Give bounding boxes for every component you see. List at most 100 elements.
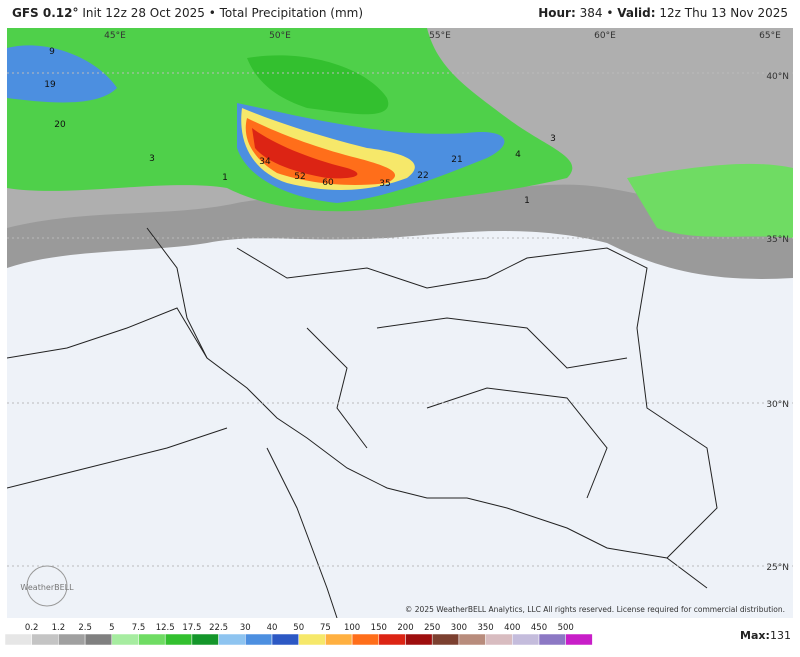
- colorbar-label: 250: [424, 623, 440, 633]
- colorbar-label: 30: [240, 623, 251, 633]
- logo-mark: [26, 565, 68, 607]
- colorbar-cell: [31, 633, 59, 646]
- grid-label: 60°E: [594, 31, 616, 41]
- grid-label: 50°E: [269, 31, 291, 41]
- colorbar-label: 12.5: [156, 623, 175, 633]
- value-label: 1: [222, 173, 228, 183]
- grid-label: 45°E: [104, 31, 126, 41]
- border: [7, 427, 228, 489]
- colorbar-cell: [218, 633, 246, 646]
- colorbar-label: 2.5: [78, 623, 92, 633]
- borders: [7, 227, 718, 618]
- precip-blue-west: [7, 45, 117, 103]
- valid-label: Valid:: [617, 6, 656, 20]
- colorbar-cell: [271, 633, 299, 646]
- border: [306, 327, 368, 449]
- logo: WeatherBELL: [20, 583, 74, 592]
- colorbar-label: 5: [109, 623, 114, 633]
- grid-label: 55°E: [429, 31, 451, 41]
- value-label: 22: [417, 171, 428, 181]
- value-label: 4: [515, 150, 521, 160]
- colorbar-label: 500: [558, 623, 574, 633]
- value-label: 52: [294, 172, 305, 182]
- colorbar-cell: [512, 633, 540, 646]
- colorbar-cell: [298, 633, 326, 646]
- grid-label: 40°N: [766, 72, 789, 82]
- grid-label: 25°N: [766, 563, 789, 573]
- precip-green-dark: [247, 55, 389, 115]
- valid: 12z Thu 13 Nov 2025: [659, 6, 788, 20]
- colorbar-label: 22.5: [209, 623, 228, 633]
- colorbar-cell: [84, 633, 113, 646]
- colorbar-cell: [164, 633, 193, 646]
- value-label: 3: [550, 134, 556, 144]
- coastline: [146, 227, 708, 589]
- colorbar-cell: [111, 633, 139, 646]
- value-label: 9: [49, 47, 55, 57]
- colorbar-label: 50: [293, 623, 304, 633]
- colorbar-cell: [191, 633, 219, 646]
- separator: •: [606, 6, 614, 20]
- border: [236, 247, 718, 559]
- header-left: GFS 0.12° Init 12z 28 Oct 2025 • Total P…: [12, 6, 363, 20]
- colorbar-label: 450: [531, 623, 547, 633]
- border: [7, 307, 208, 359]
- colorbar-cell: [485, 633, 513, 646]
- hour-label: Hour:: [538, 6, 576, 20]
- colorbar-cell: [431, 633, 460, 646]
- colorbar-cell: [245, 633, 273, 646]
- coastline: [266, 447, 338, 618]
- precip-green-east: [627, 163, 793, 238]
- colorbar-label: 200: [397, 623, 413, 633]
- separator: •: [208, 6, 216, 20]
- colorbar-label: 150: [371, 623, 387, 633]
- colorbar-cell: [378, 633, 406, 646]
- colorbar-cell: [458, 633, 486, 646]
- colorbar-cell: [565, 633, 593, 646]
- colorbar-label: 1.2: [52, 623, 66, 633]
- max-value: 131: [770, 629, 791, 642]
- value-label: 3: [149, 154, 155, 164]
- colorbar-label: 75: [320, 623, 331, 633]
- colorbar-cell: [538, 633, 566, 646]
- precip-red: [252, 128, 358, 179]
- colorbar-cell: [58, 633, 86, 646]
- colorbar: Max: 131 0.2 1.2 2.5 5 7.5 12.5 17.5 22.5 30 40 50…: [4, 623, 791, 646]
- precip-orange: [245, 118, 396, 185]
- colorbar-label: 7.5: [132, 623, 146, 633]
- max-label: Max:: [740, 629, 770, 642]
- value-label: 20: [54, 120, 66, 130]
- graticule: [7, 72, 793, 567]
- colorbar-label: 300: [451, 623, 467, 633]
- init: Init 12z 28 Oct 2025: [82, 6, 205, 20]
- grid-label: 30°N: [766, 400, 789, 410]
- colorbar-label: 40: [267, 623, 278, 633]
- colorbar-label: 400: [504, 623, 520, 633]
- colorbar-cell: [4, 633, 32, 646]
- value-label: 1: [524, 196, 530, 206]
- colorbar-label: 0.2: [25, 623, 39, 633]
- model: GFS 0.12°: [12, 6, 79, 20]
- colorbar-cell: [405, 633, 433, 646]
- product: Total Precipitation (mm): [219, 6, 364, 20]
- value-label: 35: [379, 179, 390, 189]
- value-label: 34: [259, 157, 271, 167]
- value-label: 19: [44, 80, 56, 90]
- border: [426, 387, 608, 499]
- colorbar-label: 350: [477, 623, 493, 633]
- border: [376, 317, 628, 369]
- grid-label: 65°E: [759, 31, 781, 41]
- grid-label: 35°N: [766, 235, 789, 245]
- copyright: © 2025 WeatherBELL Analytics, LLC All ri…: [405, 605, 785, 614]
- map: WeatherBELL © 2025 WeatherBELL Analytics…: [7, 28, 793, 618]
- hour: 384: [579, 6, 603, 20]
- colorbar-cell: [351, 633, 380, 646]
- value-label: 60: [322, 178, 334, 188]
- colorbar-label: 17.5: [182, 623, 201, 633]
- colorbar-label: 100: [344, 623, 360, 633]
- colorbar-cell: [138, 633, 166, 646]
- value-label: 21: [451, 155, 462, 165]
- header-right: Hour: 384 • Valid: 12z Thu 13 Nov 2025: [538, 6, 788, 20]
- colorbar-cell: [325, 633, 353, 646]
